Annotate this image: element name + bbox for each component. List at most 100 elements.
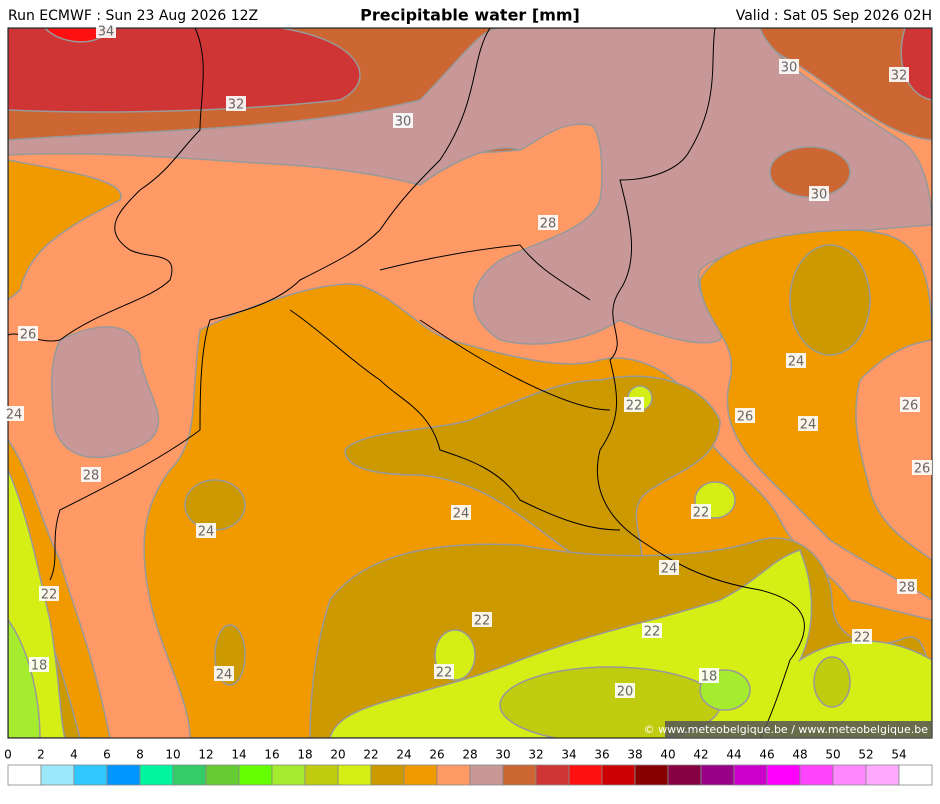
label-box xyxy=(889,67,909,82)
colorbar-box xyxy=(898,764,933,786)
colorbar-box xyxy=(436,764,471,786)
contour-label: 22 xyxy=(41,588,58,603)
colorbar-box xyxy=(205,764,240,786)
contour-label: 28 xyxy=(83,469,100,484)
contour-label: 24 xyxy=(6,408,23,423)
contour-label: 22 xyxy=(693,506,710,521)
colorbar-tick-label: 12 xyxy=(198,748,213,762)
copyright-bg xyxy=(665,721,932,738)
label-box xyxy=(451,505,471,520)
label-box xyxy=(434,664,454,679)
map-fields xyxy=(8,28,932,738)
label-box xyxy=(798,416,818,431)
colorbar-tick-label: 16 xyxy=(264,748,279,762)
colorbar-tick-label: 30 xyxy=(495,748,510,762)
colorbar-tick-label: 26 xyxy=(429,748,444,762)
contour-label: 22 xyxy=(436,666,453,681)
label-box xyxy=(4,406,24,421)
label-box xyxy=(786,353,806,368)
map-title: Precipitable water [mm] xyxy=(360,6,580,25)
copyright: © www.meteobelgique.be / www.meteobelgiq… xyxy=(644,723,929,736)
colorbar-tick-label: 32 xyxy=(528,748,543,762)
colorbar-tick-label: 18 xyxy=(297,748,312,762)
label-box xyxy=(900,397,920,412)
colorbar-box xyxy=(304,764,339,786)
colorbar-box xyxy=(106,764,141,786)
colorbar-box xyxy=(73,764,108,786)
contour-label: 30 xyxy=(781,61,798,76)
colorbar-tick-label: 54 xyxy=(891,748,906,762)
colorbar-box xyxy=(733,764,768,786)
label-box xyxy=(214,666,234,681)
label-box xyxy=(779,59,799,74)
colorbar-box xyxy=(40,764,75,786)
colorbar-box xyxy=(667,764,702,786)
colorbar-tick-label: 46 xyxy=(759,748,774,762)
label-box xyxy=(691,504,711,519)
colorbar-box xyxy=(403,764,438,786)
label-box xyxy=(735,408,755,423)
label-box xyxy=(615,683,635,698)
colorbar-tick-label: 50 xyxy=(825,748,840,762)
colorbar-box xyxy=(238,764,273,786)
label-box xyxy=(624,397,644,412)
run-info: Run ECMWF : Sun 23 Aug 2026 12Z xyxy=(8,8,258,24)
colorbar-tick-label: 22 xyxy=(363,748,378,762)
label-box xyxy=(393,113,413,128)
colorbar-tick-label: 44 xyxy=(726,748,741,762)
colorbar-box xyxy=(337,764,372,786)
map-frame xyxy=(7,27,933,739)
colorbar-box xyxy=(766,764,801,786)
label-box xyxy=(642,623,662,638)
colorbar-box xyxy=(832,764,867,786)
contour-label: 22 xyxy=(474,614,491,629)
label-box xyxy=(897,579,917,594)
colorbar-tick-label: 20 xyxy=(330,748,345,762)
colorbar: 0 2 4 6 8 10 12 14 16 18 20 22 24 26 28 30 32 34 36 38 40 42 4… xyxy=(4,748,933,786)
label-box xyxy=(96,23,116,38)
colorbar-box xyxy=(634,764,669,786)
colorbar-box xyxy=(271,764,306,786)
colorbar-box xyxy=(568,764,603,786)
contour-label: 34 xyxy=(98,25,115,40)
label-box xyxy=(538,215,558,230)
label-box xyxy=(39,586,59,601)
label-box xyxy=(912,460,932,475)
colorbar-tick-label: 14 xyxy=(231,748,246,762)
colorbar-tick-label: 28 xyxy=(462,748,477,762)
colorbar-tick-label: 6 xyxy=(103,748,111,762)
label-box xyxy=(699,668,719,683)
contour-label: 22 xyxy=(854,631,871,646)
label-box xyxy=(18,326,38,341)
contour-label: 24 xyxy=(198,525,215,540)
contour-label: 28 xyxy=(540,217,557,232)
contour-label: 26 xyxy=(737,410,754,425)
colorbar-tick-label: 10 xyxy=(165,748,180,762)
contour-label: 22 xyxy=(644,625,661,640)
contour-label: 32 xyxy=(228,98,245,113)
valid-info: Valid : Sat 05 Sep 2026 02H xyxy=(736,8,932,24)
contour-label: 26 xyxy=(20,328,37,343)
colorbar-tick-label: 4 xyxy=(70,748,78,762)
colorbar-tick-label: 8 xyxy=(136,748,144,762)
contour-label: 26 xyxy=(914,462,931,477)
colorbar-box xyxy=(172,764,207,786)
colorbar-box xyxy=(139,764,174,786)
contour-label: 18 xyxy=(31,659,48,674)
colorbar-box xyxy=(700,764,735,786)
contour-label: 24 xyxy=(453,507,470,522)
colorbar-tick-label: 34 xyxy=(561,748,576,762)
colorbar-tick-label: 24 xyxy=(396,748,411,762)
contour-label: 24 xyxy=(661,562,678,577)
label-box xyxy=(29,657,49,672)
label-box xyxy=(809,186,829,201)
colorbar-tick-label: 0 xyxy=(4,748,12,762)
contour-label: 20 xyxy=(617,685,634,700)
contour-label: 30 xyxy=(395,115,412,130)
label-box xyxy=(852,629,872,644)
label-box xyxy=(472,612,492,627)
colorbar-tick-label: 42 xyxy=(693,748,708,762)
label-box xyxy=(226,96,246,111)
contour-label: 30 xyxy=(811,188,828,203)
